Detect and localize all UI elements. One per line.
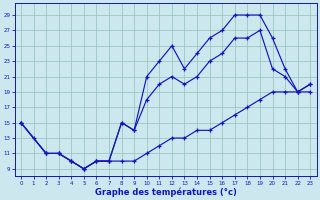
X-axis label: Graphe des températures (°c): Graphe des températures (°c) — [95, 187, 236, 197]
